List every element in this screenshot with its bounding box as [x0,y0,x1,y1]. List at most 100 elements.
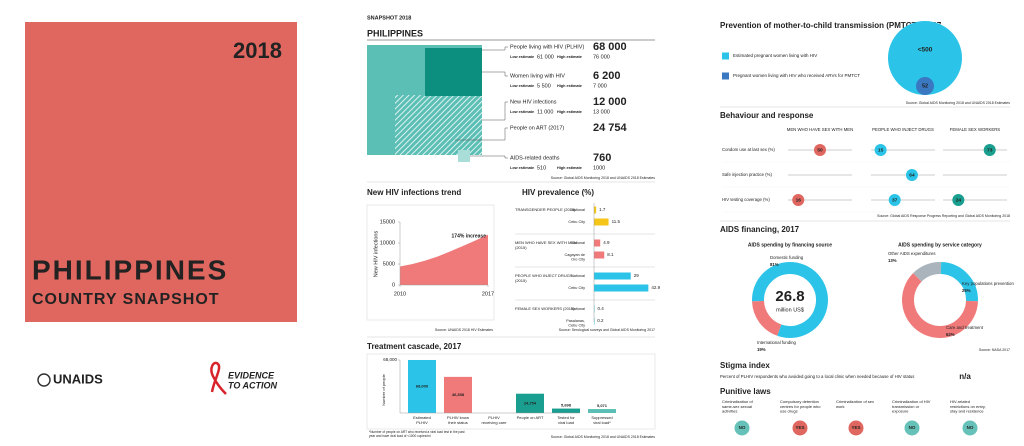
women-square [425,48,482,96]
cover-year: 2018 [233,38,282,63]
category-label: Estimated PLHIV [413,415,431,425]
item-value: 760 [593,152,611,164]
arv-circle [916,77,934,95]
x-tick-label: 2017 [482,291,494,297]
y-axis-label: Number of people [381,373,386,406]
value-label: 46,358 [452,392,465,397]
value-label: 0.4 [598,306,605,311]
area [400,234,488,285]
law-label: Criminalization of HIV transmission or exp… [892,399,931,414]
site-label: Cebu City [568,286,585,290]
high-label: High estimate [557,110,582,114]
source: Source: Global AIDS Monitoring 2018 and … [551,176,656,180]
segment-name: Care and treatment [946,325,984,330]
law-badge [792,420,808,436]
dot-label: 50 [817,147,823,153]
law-label: Criminalization of sex work [836,399,874,409]
source: Source: UNAIDS 2018 HIV Estimates [435,328,493,332]
high-label: High estimate [557,55,582,59]
chart-title: New HIV infections trend [367,188,461,197]
law-value: YES [851,425,860,430]
value-label: 4.9 [603,240,610,245]
total-unit: million US$ [776,307,804,313]
new-infections-square [395,95,482,155]
dot-label: 64 [909,172,915,178]
column-header: PEOPLE WHO INJECT DRUGS [872,127,934,132]
bar [594,284,649,292]
dot [952,194,965,206]
donut-segment [752,300,782,336]
dot [983,144,996,156]
connector [455,127,508,141]
value-label: 5,071 [597,403,608,408]
cover [25,22,297,322]
to-action-logo: TO ACTION [228,380,277,390]
law-value: NO [739,425,746,430]
y-tick-label: 0 [392,282,395,288]
unaids-logo: UNAIDS [53,371,103,386]
law-label: Criminalization of same-sex sexual activit… [722,399,754,414]
segment-label: 25% [962,288,971,293]
source: Source: NASA 2017 [979,348,1010,352]
value-label: 8.1 [607,252,614,257]
segment-label: 81% [770,262,779,267]
law-label: Compulsory detention centres for people w… [780,399,821,414]
item-label: Women living with HIV [510,73,565,79]
law-value: NO [967,425,974,430]
law-badge [734,420,750,436]
segment-name: Key populations prevention [962,281,1014,286]
dot-label: 16 [796,197,802,203]
source: Source: Serological surveys and Global A… [559,328,655,332]
law-value: YES [795,425,804,430]
source: Source: Global AIDS Monitoring 2018 and … [551,435,656,439]
bar [516,393,544,413]
high-value: 7 000 [593,83,607,89]
ribbon-icon [210,361,227,395]
bar [594,218,609,226]
law-badge [962,420,978,436]
category-label: Suppressed viral load* [591,415,612,425]
column-header: MEN WHO HAVE SEX WITH MEN [787,127,854,132]
high-value: 1000 [593,165,605,171]
site-label: Cebu City [568,220,585,224]
x-tick-label: 2010 [394,291,406,297]
donut-segment [913,262,942,282]
bar [594,206,597,214]
item-label: People on ART (2017) [510,125,564,131]
low-label: Low estimate [510,166,534,170]
dot [874,144,887,156]
bar [594,251,605,259]
dot [792,194,805,206]
low-value: 510 [537,165,546,171]
low-label: Low estimate [510,84,534,88]
y-tick-label: 15000 [380,219,395,225]
stigma-text: Percent of PLHIV respondents who avoided… [720,374,914,379]
bar [552,408,580,413]
section-title: AIDS financing, 2017 [720,225,800,234]
high-value: 76 000 [593,54,610,60]
y-tick-label: 5000 [383,261,395,267]
segment-name: International funding [757,340,797,345]
site-label: National [571,241,585,245]
total-value: 26.8 [775,288,804,305]
chart-title: Treatment cascade, 2017 [367,342,462,351]
group-label: FEMALE SEX WORKERS (2015) [515,306,575,311]
law-badge [848,420,864,436]
legend-label: Estimated pregnant women living with HIV [733,53,817,58]
deaths-square [458,150,470,162]
connector [482,101,508,121]
law-badge [904,420,920,436]
high-label: High estimate [557,84,582,88]
dot [814,144,826,156]
arv-value: 52 [922,83,928,89]
site-label: National [571,307,585,311]
chart-frame [366,353,656,430]
source: Source: Global AIDS Response Progress Re… [877,214,1010,218]
low-value: 5 500 [537,83,551,89]
column-header: FEMALE SEX WORKERS [950,127,1001,132]
site-label: Cagayan de Oro City [565,253,586,262]
low-label: Low estimate [510,55,534,59]
row-label: HIV testing coverage (%) [722,197,770,202]
item-label: People living with HIV (PLHIV) [510,44,584,50]
